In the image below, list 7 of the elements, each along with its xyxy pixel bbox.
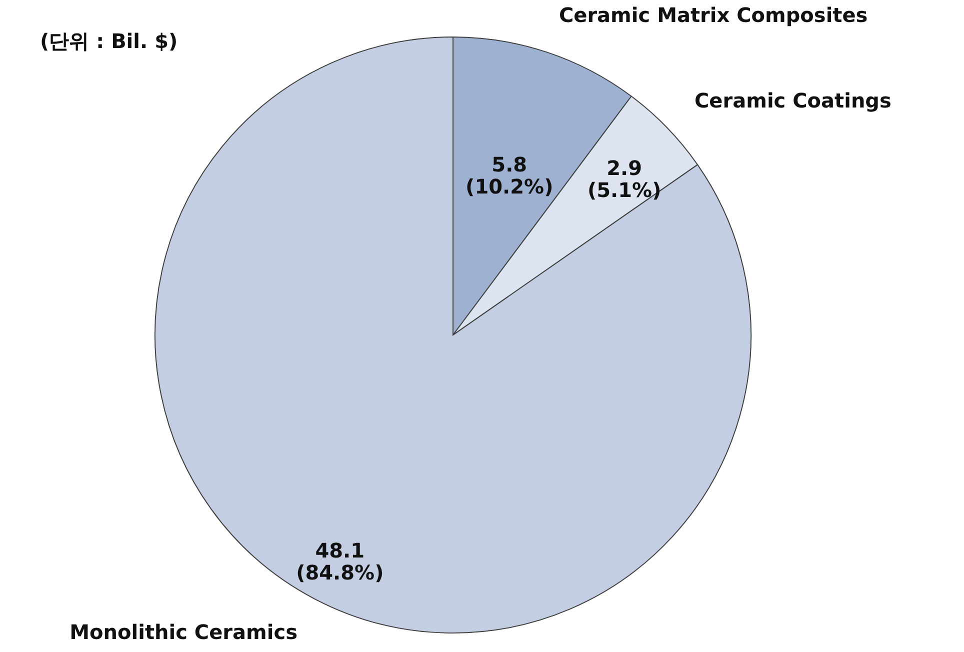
slice-label: Ceramic Matrix Composites	[558, 3, 868, 28]
text: (단위 : Bil. $)	[40, 29, 178, 53]
data-label: 2.9 (5.1%)	[587, 156, 662, 202]
slice-label: Ceramic Coatings	[694, 88, 892, 112]
slice-label: Monolithic Ceramics	[70, 620, 298, 644]
data-label: 48.1 (84.8%)	[296, 538, 384, 585]
data-label: 5.8 (10.2%)	[466, 152, 554, 198]
